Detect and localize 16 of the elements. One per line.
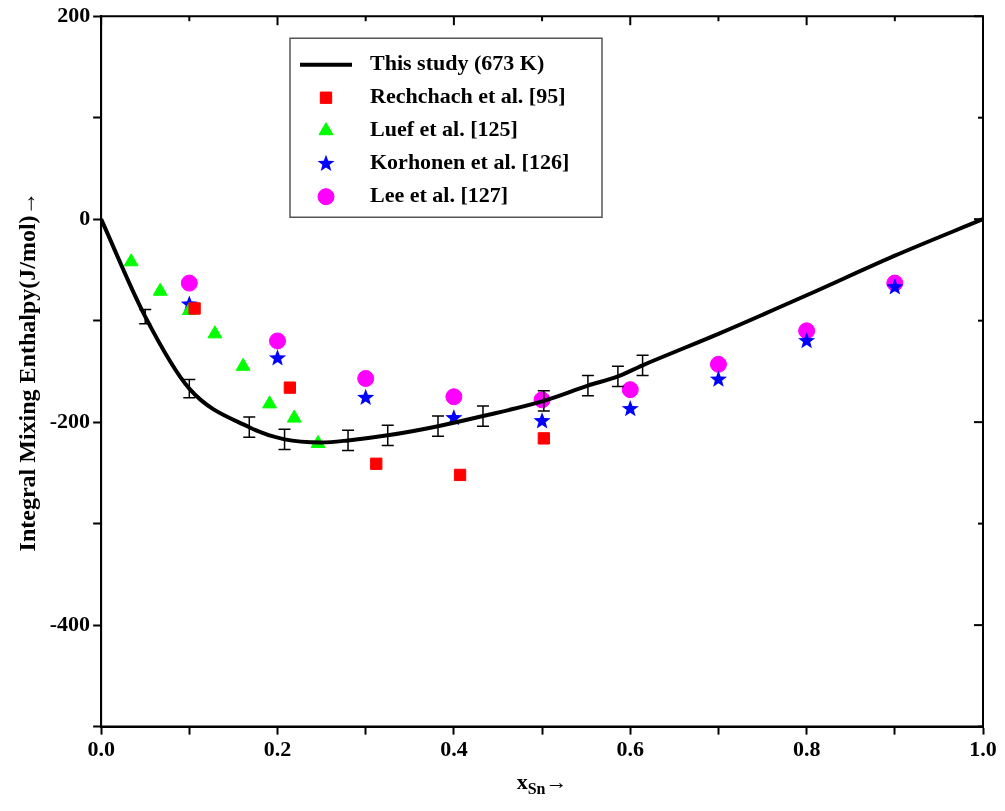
legend-label: This study (673 K) <box>370 50 545 76</box>
legend-label: Luef et al. [125] <box>370 116 518 142</box>
x-tick-label: 0.0 <box>87 736 115 762</box>
y-tick-label: 200 <box>57 1 91 27</box>
x-tick-label: 0.2 <box>263 736 292 762</box>
y-axis-title: Integral Mixing Enthalpy(J/mol)→ <box>13 191 40 552</box>
x-tick-label: 0.6 <box>616 736 644 762</box>
y-tick-label: -200 <box>49 407 91 433</box>
y-tick-label: 0 <box>79 204 91 230</box>
y-tick-label: -400 <box>49 610 91 636</box>
legend-label: Korhonen et al. [126] <box>370 149 570 175</box>
legend-label: Lee et al. [127] <box>370 182 509 208</box>
x-tick-label: 1.0 <box>969 736 997 762</box>
x-tick-label: 0.8 <box>792 736 821 762</box>
x-tick-label: 0.4 <box>440 736 468 762</box>
legend-label: Rechchach et al. [95] <box>370 83 566 109</box>
